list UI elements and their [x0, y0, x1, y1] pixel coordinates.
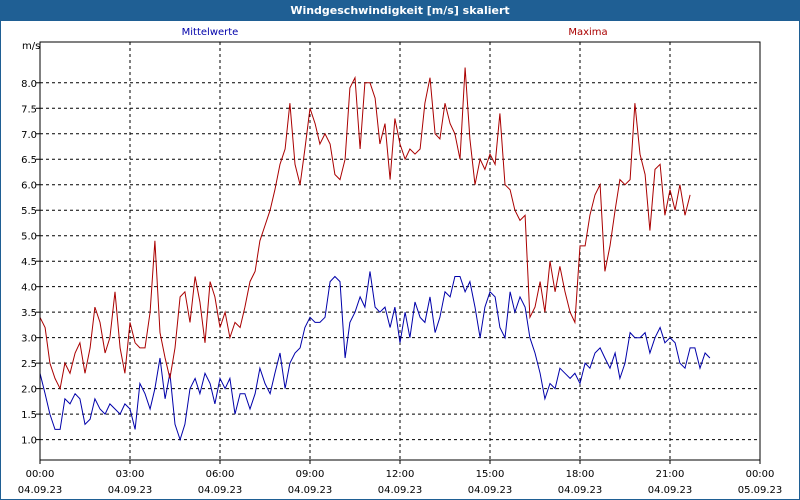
y-tick-label: 3.5 [21, 308, 37, 319]
x-tick-date: 04.09.23 [558, 485, 603, 496]
x-tick-date: 04.09.23 [648, 485, 693, 496]
plot-area-border [39, 41, 761, 461]
y-tick-label: 1.0 [21, 436, 37, 447]
y-tick-label: 4.0 [21, 283, 37, 294]
x-tick-time: 06:00 [206, 469, 235, 480]
y-tick-label: 5.0 [21, 232, 37, 243]
y-tick-label: 7.5 [21, 104, 37, 115]
x-tick-date: 05.09.23 [738, 485, 783, 496]
y-tick-label: 5.5 [21, 206, 37, 217]
series-line-maxima [39, 67, 691, 391]
y-tick-label: 6.0 [21, 181, 37, 192]
x-tick-time: 09:00 [296, 469, 325, 480]
grid [40, 42, 760, 460]
x-tick-time: 21:00 [656, 469, 685, 480]
y-tick-label: 8.0 [21, 79, 37, 90]
series-line-mittelwerte [39, 271, 711, 442]
y-tick-label: 2.5 [21, 359, 37, 370]
y-axis-label: m/s [22, 41, 40, 52]
x-tick-time: 03:00 [116, 469, 145, 480]
series-group [39, 67, 711, 442]
y-tick-label: 3.0 [21, 334, 37, 345]
x-tick-date: 04.09.23 [468, 485, 513, 496]
x-tick-time: 18:00 [566, 469, 595, 480]
y-tick-label: 4.5 [21, 257, 37, 268]
legend-mittelwerte: Mittelwerte [182, 27, 239, 38]
x-tick-date: 04.09.23 [198, 485, 243, 496]
y-tick-label: 2.0 [21, 385, 37, 396]
y-tick-label: 6.5 [21, 155, 37, 166]
y-tick-label: 1.5 [21, 410, 37, 421]
x-axis-ticks: 00:00 04.09.23 03:00 04.09.23 06:00 04.09.23 0… [18, 460, 783, 496]
x-tick-time: 00:00 [26, 469, 55, 480]
legend-maxima: Maxima [568, 27, 607, 38]
y-axis-ticks: 1.0 1.5 2.0 2.5 3.0 3.5 4.0 4.5 5.0 5.5 6.0 6.5 7.0 7… [21, 79, 40, 447]
y-tick-label: 7.0 [21, 130, 37, 141]
x-tick-date: 04.09.23 [378, 485, 423, 496]
x-tick-time: 15:00 [476, 469, 505, 480]
x-tick-time: 12:00 [386, 469, 415, 480]
x-tick-date: 04.09.23 [288, 485, 333, 496]
x-tick-time: 00:00 [746, 469, 775, 480]
chart-title: Windgeschwindigkeit [m/s] skaliert [1, 1, 799, 21]
x-tick-date: 04.09.23 [108, 485, 153, 496]
x-tick-date: 04.09.23 [18, 485, 63, 496]
